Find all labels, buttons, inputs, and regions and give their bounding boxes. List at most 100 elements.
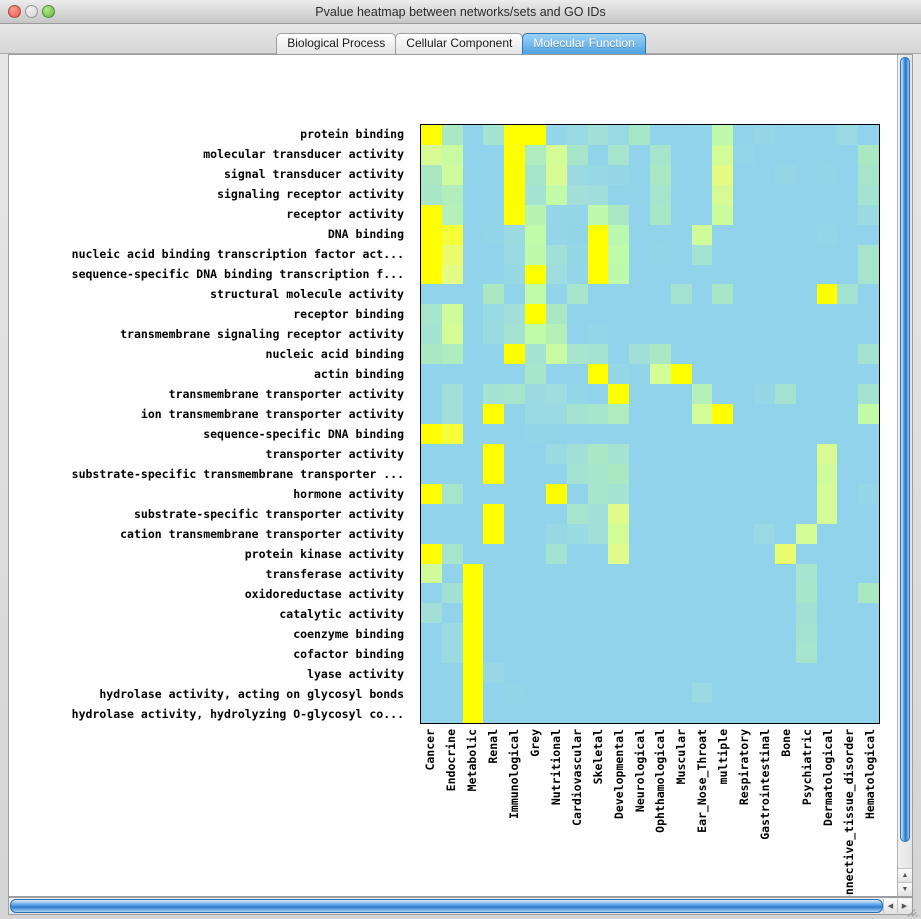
tab-cellular-component[interactable]: Cellular Component — [395, 33, 524, 54]
heatmap-cell[interactable] — [504, 384, 526, 405]
heatmap-cell[interactable] — [754, 523, 775, 544]
heatmap-cell[interactable] — [545, 503, 567, 524]
heatmap-cell[interactable] — [441, 663, 463, 684]
heatmap-cell[interactable] — [670, 703, 692, 723]
heatmap-cell[interactable] — [421, 543, 442, 564]
heatmap-cell[interactable] — [566, 463, 588, 484]
heatmap-cell[interactable] — [774, 603, 796, 624]
heatmap-cell[interactable] — [629, 404, 650, 424]
heatmap-cell[interactable] — [837, 304, 859, 325]
heatmap-cell[interactable] — [670, 463, 692, 484]
heatmap-cell[interactable] — [483, 384, 505, 405]
heatmap-cell[interactable] — [441, 164, 463, 185]
heatmap-cell[interactable] — [545, 304, 567, 325]
heatmap-cell[interactable] — [754, 125, 775, 145]
heatmap-cell[interactable] — [629, 563, 650, 584]
heatmap-cell[interactable] — [587, 603, 609, 624]
heatmap-cell[interactable] — [629, 184, 650, 205]
heatmap-cell[interactable] — [483, 264, 505, 285]
heatmap-cell[interactable] — [691, 384, 713, 405]
heatmap-cell[interactable] — [462, 304, 484, 325]
heatmap-cell[interactable] — [608, 344, 630, 365]
heatmap-cell[interactable] — [608, 523, 630, 544]
heatmap-cell[interactable] — [774, 204, 796, 225]
heatmap-cell[interactable] — [587, 623, 609, 644]
heatmap-cell[interactable] — [566, 483, 588, 504]
heatmap-cell[interactable] — [608, 384, 630, 405]
heatmap-cell[interactable] — [712, 563, 734, 584]
heatmap-cell[interactable] — [816, 603, 838, 624]
heatmap-cell[interactable] — [421, 364, 442, 385]
heatmap-cell[interactable] — [650, 443, 671, 464]
heatmap-cell[interactable] — [837, 583, 859, 604]
heatmap-cell[interactable] — [712, 344, 734, 365]
heatmap-cell[interactable] — [858, 384, 879, 405]
heatmap-cell[interactable] — [816, 404, 838, 424]
heatmap-cell[interactable] — [545, 184, 567, 205]
heatmap-cell[interactable] — [566, 284, 588, 305]
heatmap-cell[interactable] — [670, 404, 692, 424]
heatmap-cell[interactable] — [566, 703, 588, 723]
heatmap-cell[interactable] — [670, 224, 692, 245]
heatmap-cell[interactable] — [629, 683, 650, 704]
heatmap-cell[interactable] — [629, 643, 650, 664]
heatmap-cell[interactable] — [421, 563, 442, 584]
heatmap-cell[interactable] — [421, 264, 442, 285]
resize-grip-icon[interactable] — [905, 904, 919, 918]
heatmap-cell[interactable] — [858, 244, 879, 265]
heatmap-cell[interactable] — [441, 264, 463, 285]
heatmap-cell[interactable] — [712, 483, 734, 504]
heatmap-cell[interactable] — [421, 324, 442, 345]
heatmap-cell[interactable] — [525, 603, 546, 624]
heatmap-cell[interactable] — [462, 503, 484, 524]
heatmap-cell[interactable] — [754, 603, 775, 624]
heatmap-cell[interactable] — [421, 523, 442, 544]
heatmap-cell[interactable] — [816, 304, 838, 325]
heatmap-cell[interactable] — [774, 563, 796, 584]
heatmap-cell[interactable] — [629, 583, 650, 604]
heatmap-cell[interactable] — [691, 523, 713, 544]
heatmap-cell[interactable] — [733, 443, 755, 464]
heatmap-cell[interactable] — [462, 224, 484, 245]
heatmap-cell[interactable] — [691, 404, 713, 424]
heatmap-cell[interactable] — [566, 344, 588, 365]
heatmap-cell[interactable] — [650, 603, 671, 624]
heatmap-cell[interactable] — [670, 125, 692, 145]
heatmap-cell[interactable] — [816, 663, 838, 684]
heatmap-cell[interactable] — [545, 663, 567, 684]
horizontal-scrollbar-thumb[interactable] — [10, 899, 883, 913]
heatmap-cell[interactable] — [712, 164, 734, 185]
heatmap-cell[interactable] — [795, 125, 817, 145]
heatmap-cell[interactable] — [421, 144, 442, 165]
heatmap-cell[interactable] — [462, 543, 484, 564]
heatmap-cell[interactable] — [754, 364, 775, 385]
heatmap-cell[interactable] — [795, 344, 817, 365]
heatmap-cell[interactable] — [608, 503, 630, 524]
heatmap-cell[interactable] — [421, 164, 442, 185]
heatmap-cell[interactable] — [587, 264, 609, 285]
heatmap-cell[interactable] — [650, 663, 671, 684]
heatmap-cell[interactable] — [795, 563, 817, 584]
heatmap-cell[interactable] — [712, 125, 734, 145]
heatmap-cell[interactable] — [816, 144, 838, 165]
heatmap-cell[interactable] — [650, 344, 671, 365]
heatmap-cell[interactable] — [462, 324, 484, 345]
heatmap-cell[interactable] — [816, 503, 838, 524]
heatmap-cell[interactable] — [754, 683, 775, 704]
heatmap-cell[interactable] — [608, 204, 630, 225]
heatmap-cell[interactable] — [525, 423, 546, 444]
heatmap-cell[interactable] — [421, 284, 442, 305]
heatmap-cell[interactable] — [837, 643, 859, 664]
heatmap-cell[interactable] — [733, 284, 755, 305]
heatmap-cell[interactable] — [837, 563, 859, 584]
heatmap-cell[interactable] — [670, 523, 692, 544]
heatmap-cell[interactable] — [733, 543, 755, 564]
heatmap-cell[interactable] — [629, 443, 650, 464]
heatmap-cell[interactable] — [421, 224, 442, 245]
heatmap-cell[interactable] — [441, 244, 463, 265]
heatmap-cell[interactable] — [441, 503, 463, 524]
heatmap-cell[interactable] — [733, 463, 755, 484]
heatmap-cell[interactable] — [545, 543, 567, 564]
heatmap-cell[interactable] — [483, 164, 505, 185]
heatmap-cell[interactable] — [650, 304, 671, 325]
